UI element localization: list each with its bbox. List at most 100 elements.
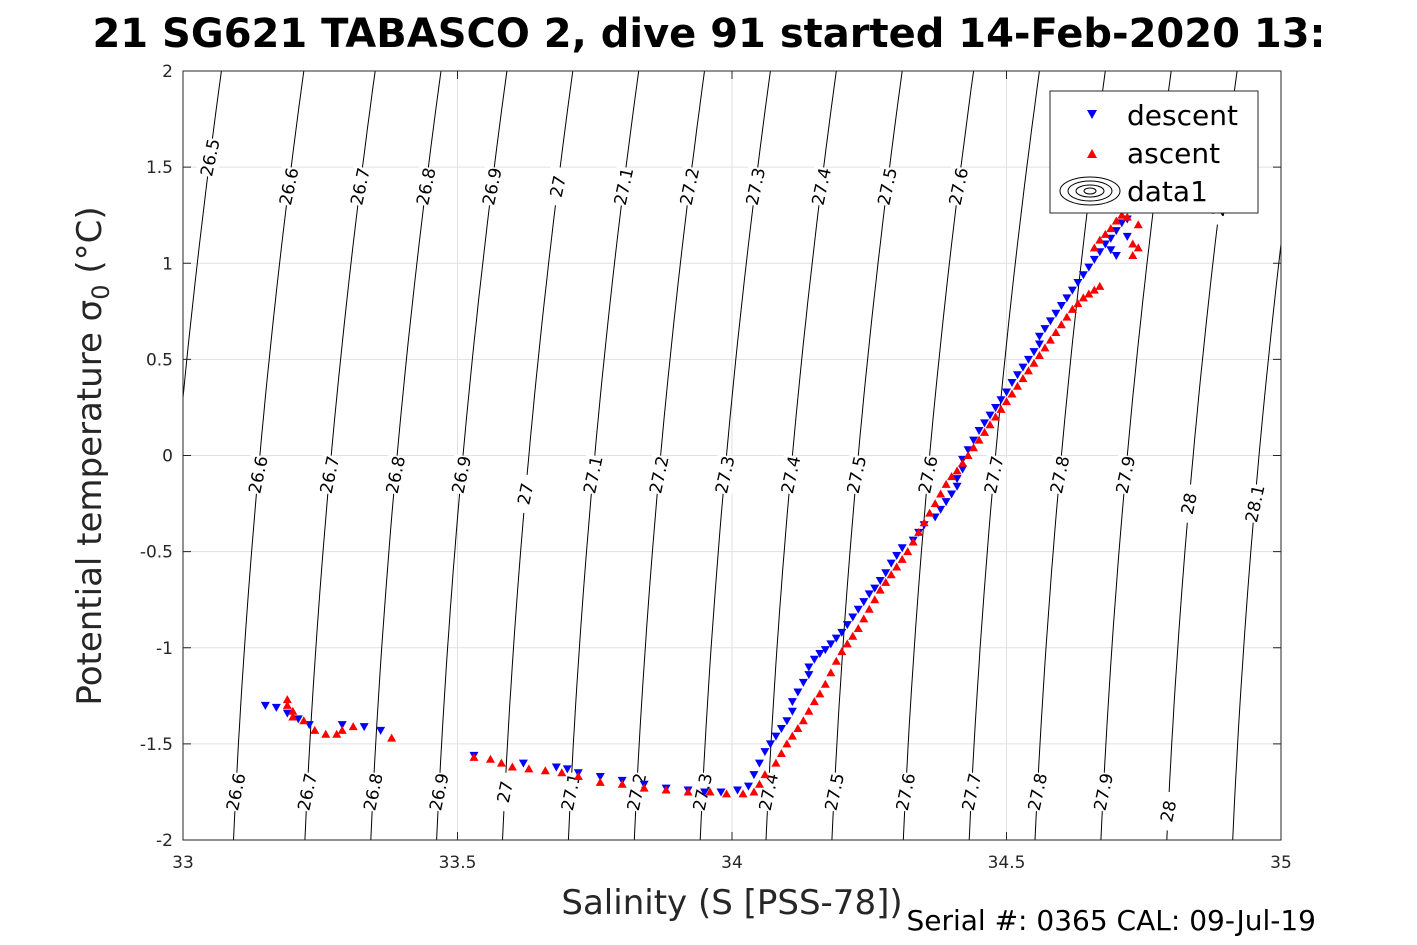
ascent-point [771, 758, 781, 767]
descent-point [1007, 378, 1017, 387]
descent-point [1073, 278, 1083, 287]
isopycnal-label-bg [446, 453, 477, 496]
descent-point [969, 436, 979, 445]
ascent-point [958, 458, 968, 467]
descent-point [848, 613, 858, 622]
isopycnal-label-bg [380, 453, 411, 496]
ascent-point [310, 725, 320, 734]
ascent-point [1089, 243, 1099, 252]
descent-point [804, 671, 814, 680]
isopycnal-label-bg [292, 771, 322, 813]
descent-point [947, 490, 957, 499]
ascent-point [870, 595, 880, 604]
y-tick-label: -1.5 [140, 735, 173, 755]
isopycnal-label-bg [1088, 771, 1119, 813]
isopycnal-label-bg [979, 453, 1009, 496]
descent-point [804, 663, 814, 672]
ascent-point [1034, 351, 1044, 360]
ascent-point [842, 639, 852, 648]
ascent-point [793, 723, 803, 732]
ascent-point [859, 614, 869, 623]
descent-point [826, 640, 836, 649]
x-tick-label: 34 [721, 853, 743, 873]
ascent-point [557, 768, 567, 777]
descent-point [282, 709, 292, 718]
x-tick-label: 35 [1270, 853, 1292, 873]
descent-point [809, 655, 819, 664]
descent-point [1051, 309, 1061, 318]
descent-point [716, 788, 726, 797]
ascent-point [1007, 389, 1017, 398]
ascent-point [969, 443, 979, 452]
isopycnal-label-bg [913, 453, 943, 496]
ascent-point [573, 772, 583, 781]
descent-point [1062, 294, 1072, 303]
descent-point [864, 590, 874, 599]
isopycnal-label-group: 27.4 [753, 771, 784, 813]
ascent-point [321, 729, 331, 738]
isopycnal-label-bg [710, 453, 740, 496]
ascent-point [963, 451, 973, 459]
ascent-point [925, 508, 935, 517]
isopycnal-label-bg [841, 453, 872, 496]
isopycnal-label-28: 28 [1178, 491, 1202, 516]
descent-point [1045, 317, 1055, 326]
descent-point [996, 396, 1006, 405]
ascent-point [754, 779, 764, 788]
descent-point [1089, 255, 1099, 264]
ascent-point [595, 777, 605, 786]
isopycnal-label-group: 26.8 [380, 453, 411, 496]
isopycnal-label-bg [345, 165, 375, 208]
y-tick-label: -2 [156, 831, 173, 851]
ascent-point [837, 647, 847, 656]
ascent-point [1051, 327, 1061, 336]
y-tick-label: 0.5 [146, 350, 173, 370]
descent-point [991, 403, 1001, 412]
isopycnal-label-group: 26.7 [314, 453, 345, 496]
ascent-point [798, 716, 808, 725]
descent-point [1029, 348, 1039, 357]
descent-point [595, 773, 605, 782]
y-tick-label: -1 [156, 639, 173, 659]
isopycnal-label-bg [1174, 482, 1204, 525]
descent-point [749, 771, 759, 780]
isopycnal-label-group: 27.1 [578, 453, 608, 496]
descent-point [1034, 340, 1044, 349]
ascent-point [930, 499, 940, 508]
descent-point [337, 721, 347, 730]
descent-point [260, 701, 270, 710]
isopycnal-label-group: 28.1 [1240, 482, 1270, 525]
ascent-point [952, 466, 962, 475]
descent-point [771, 732, 781, 741]
descent-point [787, 698, 797, 707]
legend-ascent-marker [1087, 149, 1097, 158]
isopycnal-label-bg [510, 473, 541, 515]
y-tick-label: -0.5 [140, 543, 173, 563]
ascent-point [617, 779, 627, 788]
ascent-point [1067, 304, 1077, 313]
ascent-point [1002, 397, 1011, 406]
isopycnal-label-27: 27 [494, 779, 518, 804]
y-axis-label-subscript: 0 [87, 284, 115, 299]
ascent-point [738, 789, 748, 798]
descent-point [1040, 325, 1050, 334]
ascent-point [722, 789, 732, 798]
descent-point [376, 726, 386, 735]
ascent-point [288, 712, 298, 721]
isopycnal-label-27: 27 [547, 174, 571, 199]
descent-point [1117, 219, 1127, 228]
descent-point [271, 703, 281, 712]
descent-point [765, 740, 775, 749]
descent-point [562, 765, 572, 774]
descent-point [897, 544, 907, 553]
y-axis-label: Potential temperature σ0 (°C) [70, 206, 115, 705]
descent-point [985, 411, 995, 420]
x-tick-label: 33 [172, 853, 194, 873]
descent-point [963, 446, 973, 455]
isopycnal-label-group: 28 [1153, 790, 1183, 833]
descent-point [815, 650, 825, 659]
descent-point [1078, 271, 1088, 280]
serial-cal-footer: Serial #: 0365 CAL: 09-Jul-19 [906, 904, 1316, 937]
axis-ticks: 33 33.5 34 34.5 35 -2 -1.5 -1 -0.5 0 0.5 1 1.5 2 [140, 62, 1292, 873]
isopycnal-label-bg [243, 453, 273, 496]
